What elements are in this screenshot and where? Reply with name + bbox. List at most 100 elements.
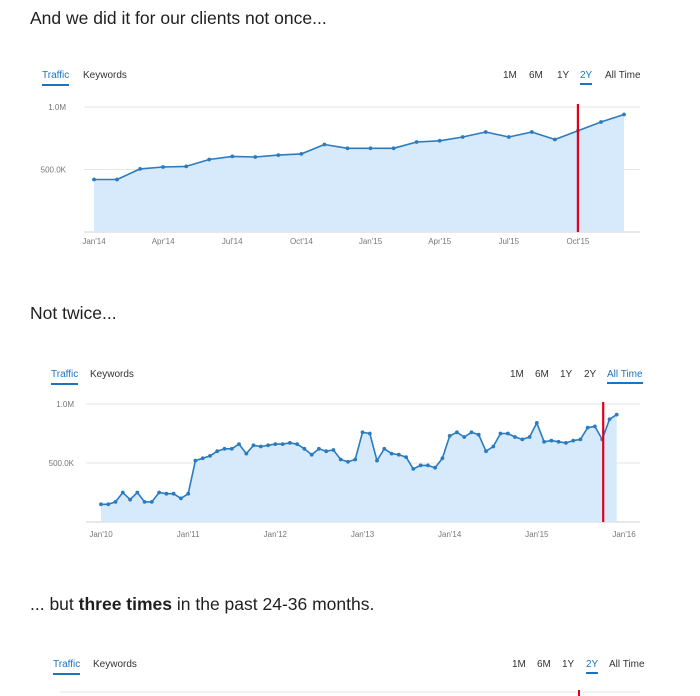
data-point xyxy=(322,142,327,147)
data-point xyxy=(302,446,307,451)
heading-three-times-post: in the past 24-36 months. xyxy=(172,594,375,614)
range-all-time[interactable]: All Time xyxy=(605,70,641,81)
data-point xyxy=(280,442,285,446)
data-point xyxy=(506,135,511,139)
data-point xyxy=(184,164,189,169)
data-point xyxy=(299,152,304,156)
range-1m[interactable]: 1M xyxy=(512,659,526,670)
data-point xyxy=(113,500,118,504)
tab-keywords[interactable]: Keywords xyxy=(83,70,127,81)
data-point xyxy=(215,449,220,454)
data-point xyxy=(92,177,96,182)
data-point xyxy=(164,491,169,496)
data-point xyxy=(578,437,583,442)
data-point xyxy=(324,449,329,454)
range-6m[interactable]: 6M xyxy=(537,659,551,670)
x-tick-label: Oct'15 xyxy=(566,237,589,246)
range-all-time[interactable]: All Time xyxy=(607,369,643,384)
range-2y[interactable]: 2Y xyxy=(584,369,597,380)
data-point xyxy=(120,490,125,495)
data-point xyxy=(607,417,612,422)
tab-traffic[interactable]: Traffic xyxy=(42,70,70,86)
tab-traffic[interactable]: Traffic xyxy=(53,659,81,675)
x-tick-label: Jan'15 xyxy=(525,530,549,539)
data-point xyxy=(360,430,365,435)
data-point xyxy=(309,452,314,457)
data-point xyxy=(440,456,445,461)
x-tick-label: Jan'16 xyxy=(612,530,636,539)
data-point xyxy=(614,412,619,417)
x-tick-label: Jan'10 xyxy=(89,530,113,539)
data-point xyxy=(149,500,154,504)
data-point xyxy=(491,444,496,449)
series-area xyxy=(94,114,624,232)
data-point xyxy=(549,438,554,443)
heading-three-times-bold: three times xyxy=(78,594,173,614)
data-point xyxy=(200,456,205,461)
data-point xyxy=(527,435,532,439)
data-point xyxy=(622,112,626,117)
data-point xyxy=(513,435,517,439)
range-1y[interactable]: 1Y xyxy=(560,369,573,380)
data-point xyxy=(193,458,198,463)
data-point xyxy=(433,465,437,470)
data-point xyxy=(346,459,350,464)
range-1y[interactable]: 1Y xyxy=(557,70,570,81)
data-point xyxy=(258,444,263,449)
data-point xyxy=(106,502,111,507)
tab-keywords[interactable]: Keywords xyxy=(93,659,137,670)
data-point xyxy=(161,165,166,169)
data-point xyxy=(455,430,459,435)
data-point xyxy=(483,130,488,134)
range-2y[interactable]: 2Y xyxy=(586,659,599,674)
data-point xyxy=(331,448,336,452)
data-point xyxy=(571,438,576,443)
range-1m[interactable]: 1M xyxy=(510,369,524,380)
range-6m[interactable]: 6M xyxy=(529,70,543,81)
data-point xyxy=(593,424,597,429)
data-point xyxy=(230,154,235,159)
data-point xyxy=(534,421,539,425)
data-point xyxy=(520,437,525,442)
tab-keywords[interactable]: Keywords xyxy=(90,369,134,380)
range-1m[interactable]: 1M xyxy=(503,70,517,81)
data-point xyxy=(553,137,557,142)
data-point xyxy=(469,430,474,435)
data-point xyxy=(462,435,467,439)
tab-traffic[interactable]: Traffic xyxy=(51,369,79,385)
data-point xyxy=(157,490,162,495)
data-point xyxy=(476,432,481,437)
x-tick-label: Jul'14 xyxy=(222,237,243,246)
x-tick-label: Jan'14 xyxy=(82,237,106,246)
x-tick-label: Jan'14 xyxy=(438,530,462,539)
series-line xyxy=(94,113,625,181)
range-1y[interactable]: 1Y xyxy=(562,659,575,670)
range-6m[interactable]: 6M xyxy=(535,369,549,380)
data-point xyxy=(396,452,401,457)
heading-not-once: And we did it for our clients not once..… xyxy=(30,8,327,28)
x-tick-label: Jan'15 xyxy=(359,237,383,246)
data-point xyxy=(391,146,396,151)
x-tick-label: Jan'11 xyxy=(177,530,200,539)
data-point xyxy=(338,457,343,462)
data-point xyxy=(288,441,292,445)
y-tick-label: 1.0M xyxy=(48,103,66,112)
range-2y[interactable]: 2Y xyxy=(580,70,593,85)
data-point xyxy=(375,458,379,463)
x-tick-label: Apr'14 xyxy=(152,237,175,246)
data-point xyxy=(276,153,281,158)
data-point xyxy=(295,442,299,446)
data-point xyxy=(585,425,590,430)
data-point xyxy=(99,502,103,507)
data-point xyxy=(460,135,465,139)
data-point xyxy=(142,500,147,504)
data-point xyxy=(418,463,423,468)
range-all-time[interactable]: All Time xyxy=(609,659,645,670)
series-area xyxy=(101,414,617,522)
heading-three-times-pre: ... but xyxy=(30,594,79,614)
data-point xyxy=(251,443,256,448)
